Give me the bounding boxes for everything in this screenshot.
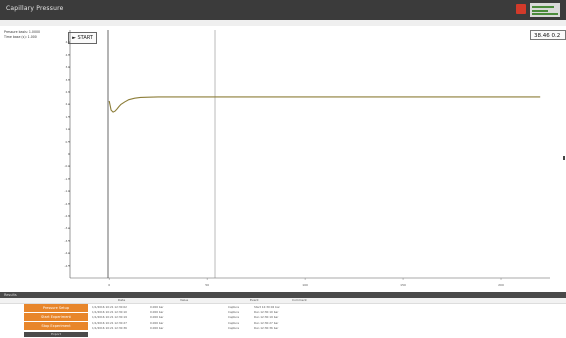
table-cell: Run 12:30:36 bar — [254, 325, 279, 330]
y-tick-label: -1.5 — [64, 189, 70, 194]
y-tick-label: -2.0 — [64, 201, 70, 206]
table-cell: Capture — [228, 310, 240, 315]
meter-bar — [532, 10, 548, 12]
results-columns: Date Value Event Comment — [0, 298, 566, 304]
table-cell: 1/1/2016 10:21 12:30:02 — [92, 305, 127, 309]
table-cell: 0.000 bar — [150, 315, 164, 320]
table-cell: Run 12:30:10 bar — [254, 310, 279, 315]
table-cell: Run 12:30:19 bar — [254, 315, 279, 320]
y-tick-label: -4.5 — [64, 263, 70, 268]
y-tick-label: 1.5 — [65, 114, 70, 119]
table-cell: 1/1/2016 10:21 12:30:36 — [92, 325, 127, 330]
y-tick-label: -3.5 — [64, 238, 70, 243]
table-cell: 0.000 bar — [150, 310, 164, 315]
title-bar: Capillary Pressure — [0, 0, 566, 20]
line-chart — [68, 30, 550, 280]
window-title: Capillary Pressure — [6, 5, 64, 12]
x-tick-label: 100 — [302, 283, 308, 287]
table-cell: 0.000 bar — [150, 320, 164, 325]
table-cell: 1/1/2016 10:21 12:30:19 — [92, 315, 127, 320]
scroll-marker[interactable] — [563, 156, 565, 160]
signal-meter-icon — [530, 3, 560, 17]
meter-bar — [532, 13, 558, 15]
table-cell: 1/1/2016 10:21 12:30:10 — [92, 310, 127, 315]
y-tick-label: 2.5 — [65, 90, 70, 94]
y-tick-label: -0.5 — [64, 164, 70, 169]
column-date: Date — [118, 298, 126, 302]
plot-area: Pressure basis: 1.0000 Time base (s): 1.… — [0, 26, 566, 292]
info-line-1: Pressure basis: 1.0000 — [4, 30, 41, 34]
y-tick-label: 0.5 — [65, 139, 70, 144]
meter-bar — [532, 6, 554, 8]
x-tick-label: 200 — [498, 283, 504, 287]
close-icon[interactable] — [516, 4, 526, 14]
table-cell: Capture — [228, 320, 240, 325]
column-value: Value — [180, 298, 189, 302]
table-cell: Capture — [228, 325, 240, 330]
y-tick-label: 4.0 — [65, 52, 70, 57]
y-tick-label: 3.0 — [65, 77, 70, 82]
y-tick-label: 2.0 — [65, 102, 70, 107]
y-tick-label: 4.5 — [65, 40, 70, 45]
y-tick-label: -2.5 — [64, 214, 70, 218]
start-experiment-button[interactable]: Start Experiment — [24, 313, 88, 321]
column-event: Event — [250, 298, 259, 302]
x-tick-label: 0 — [108, 283, 111, 287]
y-tick-label: -1.0 — [64, 176, 70, 181]
results-panel: Results Date Value Event Comment Pressur… — [0, 292, 566, 338]
x-tick-label: 50 — [205, 283, 210, 287]
y-tick-label: -3.0 — [64, 226, 70, 231]
table-cell: Run 12:30:27 bar — [254, 320, 279, 325]
results-header: Results — [0, 292, 566, 298]
table-cell: Start 12:30:02 bar — [254, 305, 280, 309]
x-tick-label: 150 — [400, 283, 406, 287]
y-tick-label: 3.5 — [65, 65, 70, 70]
stop-experiment-button[interactable]: Stop Experiment — [24, 322, 88, 330]
table-cell: Capture — [228, 315, 240, 320]
export-button[interactable]: Export — [24, 332, 88, 337]
table-cell: 0.000 bar — [150, 325, 164, 330]
y-tick-label: 1.0 — [65, 127, 70, 132]
y-tick-label: -4.0 — [64, 251, 70, 256]
pressure-setup-button[interactable]: Pressure Setup — [24, 304, 88, 312]
info-panel: Pressure basis: 1.0000 Time base (s): 1.… — [4, 30, 40, 39]
info-line-2: Time base (s): 1.000 — [4, 34, 37, 39]
table-cell: 1/1/2016 10:21 12:30:27 — [92, 320, 127, 325]
table-cell: Capture — [228, 305, 240, 309]
column-comment: Comment — [292, 298, 307, 302]
table-cell: 0.000 bar — [150, 305, 164, 309]
start-button[interactable]: ► START — [68, 32, 97, 44]
series-line — [108, 96, 541, 113]
results-title: Results — [4, 293, 17, 297]
